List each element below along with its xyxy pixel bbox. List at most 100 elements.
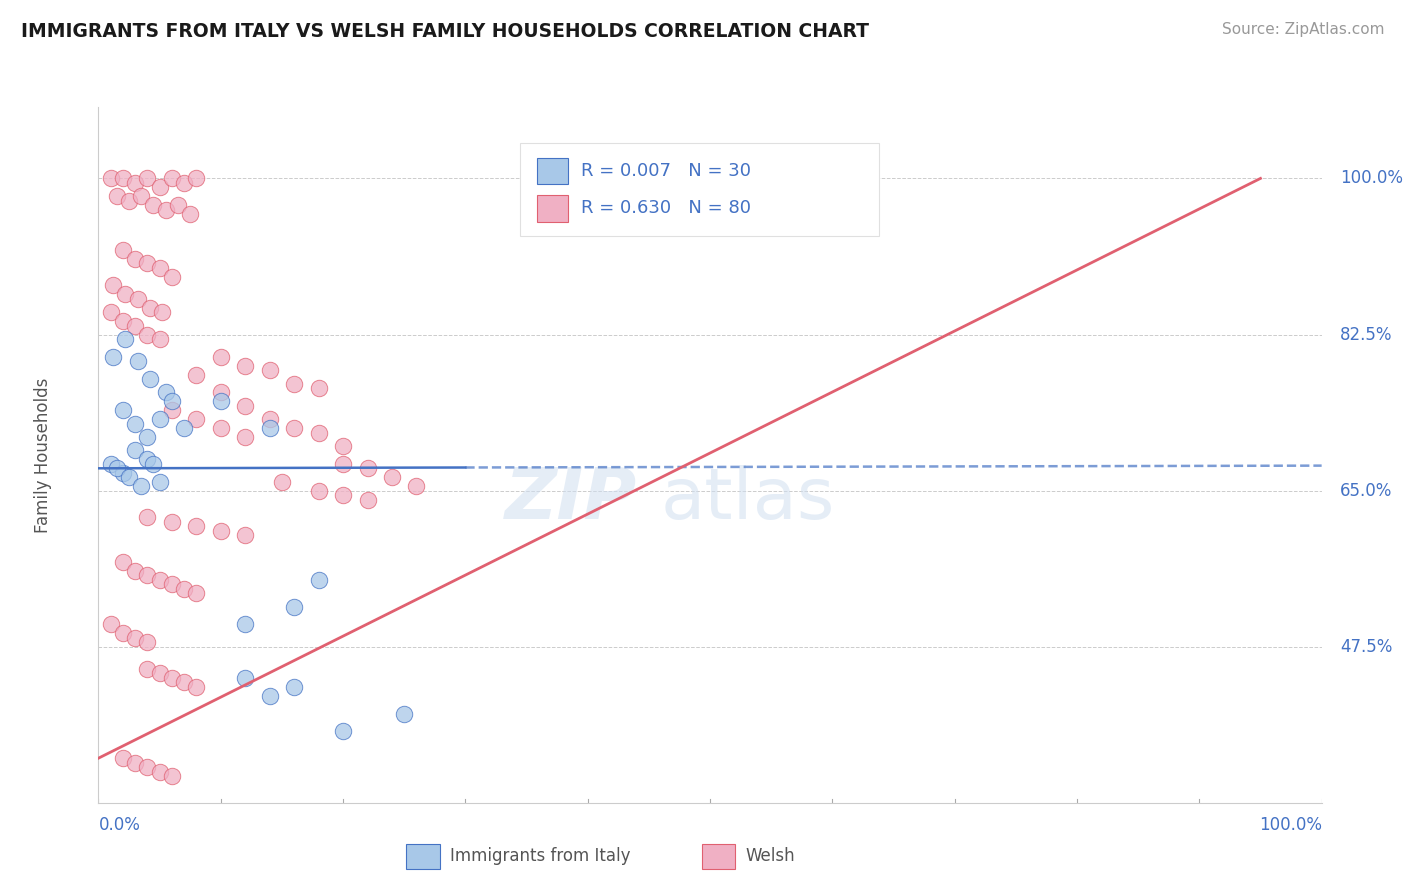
- Point: [136, 760, 159, 774]
- Point: [259, 363, 281, 377]
- Point: [259, 412, 281, 426]
- Point: [150, 305, 173, 319]
- Point: [105, 189, 128, 203]
- Point: [149, 475, 172, 489]
- Point: [155, 202, 177, 217]
- Point: [149, 666, 172, 681]
- Point: [233, 671, 256, 685]
- Point: [270, 475, 294, 489]
- Point: [139, 301, 162, 315]
- Point: [149, 573, 172, 587]
- Point: [114, 287, 136, 301]
- Text: IMMIGRANTS FROM ITALY VS WELSH FAMILY HOUSEHOLDS CORRELATION CHART: IMMIGRANTS FROM ITALY VS WELSH FAMILY HO…: [21, 22, 869, 41]
- Point: [118, 194, 141, 208]
- Point: [149, 764, 172, 779]
- Point: [209, 385, 232, 400]
- Text: 100.0%: 100.0%: [1340, 169, 1403, 187]
- Point: [136, 452, 159, 467]
- Point: [111, 243, 134, 257]
- Point: [142, 198, 165, 212]
- Point: [259, 689, 281, 703]
- Text: 82.5%: 82.5%: [1340, 326, 1392, 343]
- Point: [283, 599, 305, 614]
- Point: [139, 372, 162, 386]
- Point: [118, 470, 141, 484]
- Point: [136, 171, 159, 186]
- Point: [136, 430, 159, 444]
- Point: [124, 631, 146, 645]
- Text: Source: ZipAtlas.com: Source: ZipAtlas.com: [1222, 22, 1385, 37]
- Point: [405, 479, 427, 493]
- Point: [308, 381, 330, 395]
- Point: [124, 252, 146, 266]
- Point: [136, 662, 159, 676]
- Text: R = 0.007   N = 30: R = 0.007 N = 30: [581, 162, 751, 180]
- Point: [332, 439, 354, 453]
- Point: [124, 443, 146, 458]
- Point: [233, 399, 256, 413]
- Point: [100, 457, 122, 471]
- Point: [127, 292, 149, 306]
- Point: [332, 724, 354, 739]
- Point: [186, 368, 208, 382]
- Point: [186, 680, 208, 694]
- Point: [173, 176, 195, 190]
- Point: [160, 403, 183, 417]
- Point: [100, 171, 122, 186]
- Point: [209, 524, 232, 538]
- Point: [356, 492, 378, 507]
- Point: [136, 327, 159, 342]
- Point: [100, 305, 122, 319]
- Text: R = 0.630   N = 80: R = 0.630 N = 80: [581, 199, 751, 217]
- Point: [127, 354, 149, 368]
- Point: [160, 171, 183, 186]
- Point: [308, 425, 330, 440]
- Point: [186, 171, 208, 186]
- Point: [124, 756, 146, 770]
- Point: [111, 466, 134, 480]
- Point: [173, 421, 195, 435]
- Point: [111, 626, 134, 640]
- Point: [155, 385, 177, 400]
- Point: [101, 350, 124, 364]
- Point: [111, 555, 134, 569]
- Point: [283, 376, 305, 391]
- Point: [136, 635, 159, 649]
- Text: atlas: atlas: [661, 465, 835, 534]
- Point: [124, 417, 146, 431]
- Point: [179, 207, 201, 221]
- Point: [149, 260, 172, 275]
- Point: [186, 586, 208, 600]
- Point: [149, 412, 172, 426]
- Point: [142, 457, 165, 471]
- Point: [233, 430, 256, 444]
- Point: [381, 470, 404, 484]
- Point: [186, 412, 208, 426]
- Point: [259, 421, 281, 435]
- Point: [111, 314, 134, 328]
- Point: [124, 564, 146, 578]
- Point: [149, 332, 172, 346]
- Text: Immigrants from Italy: Immigrants from Italy: [450, 847, 630, 865]
- Point: [209, 421, 232, 435]
- Point: [160, 515, 183, 529]
- Point: [129, 189, 152, 203]
- Text: 65.0%: 65.0%: [1340, 482, 1392, 500]
- Text: ZIP: ZIP: [505, 465, 637, 534]
- Point: [167, 198, 190, 212]
- Point: [332, 488, 354, 502]
- Point: [111, 171, 134, 186]
- Point: [100, 617, 122, 632]
- Point: [356, 461, 378, 475]
- Point: [111, 403, 134, 417]
- Point: [111, 751, 134, 765]
- Point: [129, 479, 152, 493]
- Point: [136, 568, 159, 582]
- Text: 100.0%: 100.0%: [1258, 816, 1322, 834]
- Point: [105, 461, 128, 475]
- Point: [160, 269, 183, 284]
- Point: [283, 421, 305, 435]
- Point: [332, 457, 354, 471]
- Point: [160, 577, 183, 591]
- Point: [233, 617, 256, 632]
